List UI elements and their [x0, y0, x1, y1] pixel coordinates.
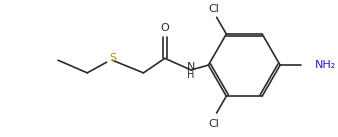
Text: S: S — [109, 53, 116, 63]
Text: H: H — [187, 70, 195, 80]
Text: N: N — [187, 62, 195, 72]
Text: NH₂: NH₂ — [315, 60, 336, 70]
Text: Cl: Cl — [208, 4, 219, 14]
Text: O: O — [161, 23, 169, 33]
Text: Cl: Cl — [208, 119, 219, 129]
